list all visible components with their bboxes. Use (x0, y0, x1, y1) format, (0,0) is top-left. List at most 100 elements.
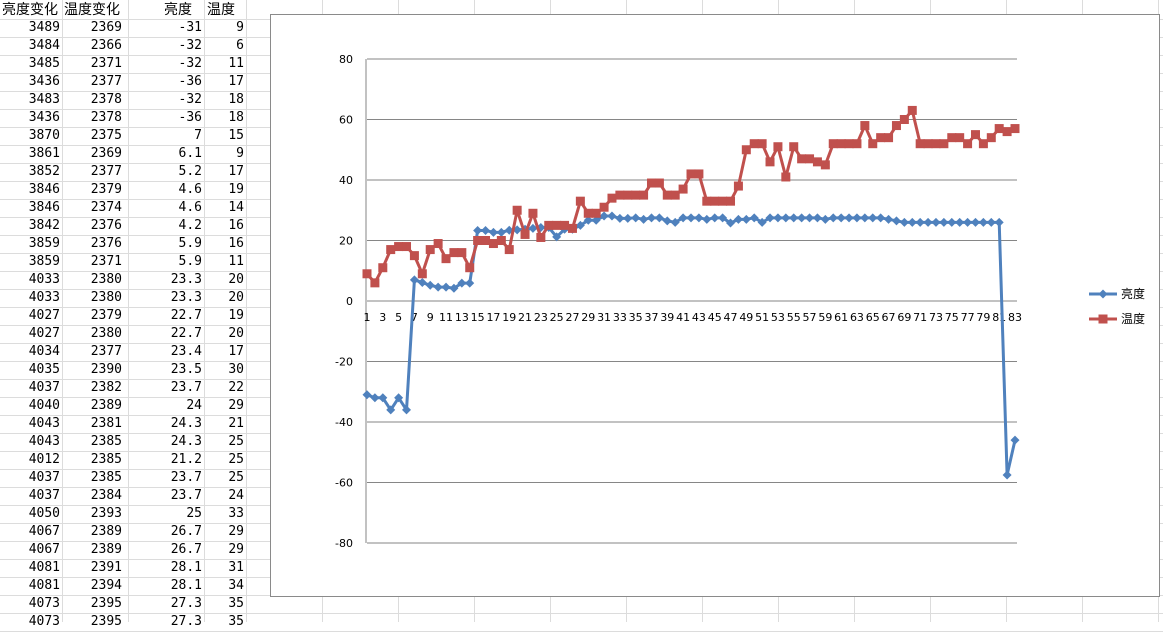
table-cell[interactable]: 35 (228, 596, 244, 611)
table-cell[interactable]: 2380 (90, 272, 122, 287)
column-header[interactable]: 温度变化 (64, 2, 120, 18)
table-cell[interactable]: 9 (236, 146, 244, 161)
table-cell[interactable]: 4050 (28, 506, 60, 521)
table-cell[interactable]: -31 (178, 20, 202, 35)
table-cell[interactable]: 3859 (28, 236, 60, 251)
table-cell[interactable]: 6.1 (178, 146, 202, 161)
table-cell[interactable]: 4073 (28, 596, 60, 611)
table-cell[interactable]: -36 (178, 74, 202, 89)
table-cell[interactable]: 4033 (28, 272, 60, 287)
table-cell[interactable]: 4081 (28, 560, 60, 575)
table-cell[interactable]: 30 (228, 362, 244, 377)
table-cell[interactable]: 4037 (28, 488, 60, 503)
table-cell[interactable]: 4037 (28, 380, 60, 395)
table-cell[interactable]: 2375 (90, 128, 122, 143)
table-cell[interactable]: 2376 (90, 218, 122, 233)
table-cell[interactable]: 2389 (90, 542, 122, 557)
table-cell[interactable]: 7 (194, 128, 202, 143)
table-cell[interactable]: 24.3 (170, 434, 202, 449)
table-cell[interactable]: 28.1 (170, 578, 202, 593)
table-cell[interactable]: 3489 (28, 20, 60, 35)
table-cell[interactable]: 4034 (28, 344, 60, 359)
table-cell[interactable]: 2374 (90, 200, 122, 215)
table-cell[interactable]: 21.2 (170, 452, 202, 467)
table-cell[interactable]: -36 (178, 110, 202, 125)
table-cell[interactable]: 3846 (28, 182, 60, 197)
table-cell[interactable]: 2379 (90, 308, 122, 323)
table-cell[interactable]: 20 (228, 290, 244, 305)
table-cell[interactable]: 2376 (90, 236, 122, 251)
table-cell[interactable]: 3484 (28, 38, 60, 53)
table-cell[interactable]: 29 (228, 398, 244, 413)
table-cell[interactable]: 2366 (90, 38, 122, 53)
table-cell[interactable]: 18 (228, 110, 244, 125)
table-cell[interactable]: 14 (228, 200, 244, 215)
table-cell[interactable]: 5.2 (178, 164, 202, 179)
table-cell[interactable]: 23.7 (170, 380, 202, 395)
table-cell[interactable]: 23.3 (170, 290, 202, 305)
table-cell[interactable]: 28.1 (170, 560, 202, 575)
table-cell[interactable]: 16 (228, 218, 244, 233)
table-cell[interactable]: 3852 (28, 164, 60, 179)
table-cell[interactable]: 18 (228, 92, 244, 107)
table-cell[interactable]: 2395 (90, 596, 122, 611)
table-cell[interactable]: 24 (228, 488, 244, 503)
table-cell[interactable]: 22.7 (170, 326, 202, 341)
table-cell[interactable]: 4027 (28, 326, 60, 341)
table-cell[interactable]: 2369 (90, 146, 122, 161)
table-cell[interactable]: 4067 (28, 524, 60, 539)
table-cell[interactable]: 2377 (90, 344, 122, 359)
column-header[interactable]: 亮度 (164, 2, 192, 18)
table-cell[interactable]: 4043 (28, 416, 60, 431)
table-cell[interactable]: 3483 (28, 92, 60, 107)
table-cell[interactable]: 23.4 (170, 344, 202, 359)
table-cell[interactable]: 3861 (28, 146, 60, 161)
table-cell[interactable]: 4.6 (178, 200, 202, 215)
table-cell[interactable]: 2378 (90, 92, 122, 107)
table-cell[interactable]: 17 (228, 164, 244, 179)
table-cell[interactable]: 2385 (90, 434, 122, 449)
table-cell[interactable]: 23.7 (170, 488, 202, 503)
table-cell[interactable]: 2369 (90, 20, 122, 35)
table-cell[interactable]: 9 (236, 20, 244, 35)
table-cell[interactable]: 22 (228, 380, 244, 395)
table-cell[interactable]: 4035 (28, 362, 60, 377)
table-cell[interactable]: 2385 (90, 470, 122, 485)
table-cell[interactable]: 11 (228, 254, 244, 269)
table-cell[interactable]: 35 (228, 614, 244, 629)
table-cell[interactable]: 33 (228, 506, 244, 521)
table-cell[interactable]: 2377 (90, 74, 122, 89)
table-cell[interactable]: 23.7 (170, 470, 202, 485)
table-cell[interactable]: 4040 (28, 398, 60, 413)
table-cell[interactable]: 4.2 (178, 218, 202, 233)
table-cell[interactable]: 3870 (28, 128, 60, 143)
table-cell[interactable]: -32 (178, 56, 202, 71)
table-cell[interactable]: -32 (178, 92, 202, 107)
table-cell[interactable]: 3859 (28, 254, 60, 269)
table-cell[interactable]: 4012 (28, 452, 60, 467)
table-cell[interactable]: 2382 (90, 380, 122, 395)
table-cell[interactable]: 5.9 (178, 254, 202, 269)
table-cell[interactable]: 2393 (90, 506, 122, 521)
table-cell[interactable]: 3842 (28, 218, 60, 233)
table-cell[interactable]: 20 (228, 326, 244, 341)
table-cell[interactable]: 27.3 (170, 596, 202, 611)
table-cell[interactable]: 2389 (90, 398, 122, 413)
table-cell[interactable]: 23.3 (170, 272, 202, 287)
table-cell[interactable]: 25 (228, 470, 244, 485)
table-cell[interactable]: 4037 (28, 470, 60, 485)
table-cell[interactable]: 2378 (90, 110, 122, 125)
table-cell[interactable]: 2384 (90, 488, 122, 503)
table-cell[interactable]: 23.5 (170, 362, 202, 377)
chart-area[interactable]: -80 -60 -40 -20 0 20 40 60 80 1 3 5 7 9 11 13 15 17 19 21 23… (270, 14, 1160, 597)
table-cell[interactable]: 20 (228, 272, 244, 287)
table-cell[interactable]: 2379 (90, 182, 122, 197)
table-cell[interactable]: 26.7 (170, 524, 202, 539)
table-cell[interactable]: 3436 (28, 110, 60, 125)
table-cell[interactable]: 17 (228, 344, 244, 359)
table-cell[interactable]: 2377 (90, 164, 122, 179)
table-cell[interactable]: 11 (228, 56, 244, 71)
table-cell[interactable]: -32 (178, 38, 202, 53)
table-cell[interactable]: 4.6 (178, 182, 202, 197)
table-cell[interactable]: 27.3 (170, 614, 202, 629)
